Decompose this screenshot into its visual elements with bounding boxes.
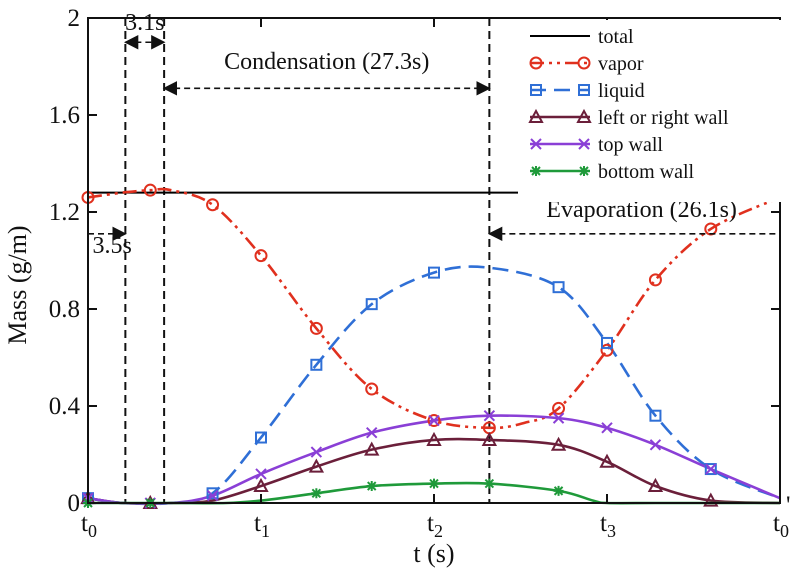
- marker-vapor: [427, 414, 441, 428]
- marker-liquid: [552, 281, 565, 294]
- marker-top-wall: [483, 409, 496, 422]
- y-axis-label: Mass (g/m): [3, 225, 32, 344]
- x-tick-main: t: [773, 510, 780, 537]
- series-line-liquid: [87, 265, 781, 506]
- annotation-label-dur-3-1s: 3.1s: [125, 10, 164, 36]
- legend-label-liquid: liquid: [598, 80, 645, 102]
- legend-marker-bottom-wall: [579, 166, 589, 176]
- marker-top-wall: [705, 463, 717, 475]
- x-tick-sub: 3: [607, 521, 616, 541]
- marker-top-wall: [649, 439, 662, 451]
- marker-bottom-wall: [311, 488, 322, 499]
- marker-vapor: [309, 321, 323, 335]
- marker-liquid: [428, 266, 440, 279]
- marker-left-or-right-wall: [703, 492, 719, 507]
- x-tick-main: t: [427, 510, 434, 537]
- marker-left-or-right-wall: [647, 477, 664, 493]
- marker-liquid: [649, 409, 662, 422]
- legend-label-total: total: [598, 26, 634, 48]
- phase-divider-lines: [124, 18, 491, 503]
- x-axis-ticks: t0 t1 t2 t3 t0': [81, 18, 791, 541]
- marker-left-or-right-wall: [253, 477, 269, 493]
- legend-label-left-or-right-wall: left or right wall: [598, 107, 729, 129]
- x-tick-sub: 0: [88, 521, 97, 541]
- marker-top-wall: [310, 446, 323, 458]
- x-tick-label: t0: [81, 510, 97, 541]
- series-line-top-wall: [87, 414, 781, 506]
- marker-top-wall: [255, 468, 267, 480]
- marker-bottom-wall: [484, 478, 495, 489]
- marker-left-or-right-wall: [426, 431, 442, 446]
- y-axis-ticks: 0 0.4 0.8 1.2 1.6 2: [49, 5, 780, 517]
- annotation-label-dur-3-5s: 3.5s: [93, 233, 132, 259]
- legend-marker-left-or-right-wall: [576, 108, 592, 123]
- marker-top-wall: [366, 426, 378, 439]
- y-tick-label: 0.4: [49, 393, 81, 420]
- x-tick-main: t: [254, 510, 261, 537]
- x-tick-sub: 0: [780, 521, 789, 541]
- legend-label-vapor: vapor: [598, 53, 644, 75]
- marker-bottom-wall: [553, 485, 564, 496]
- marker-top-wall: [601, 422, 613, 434]
- marker-left-or-right-wall: [599, 453, 615, 468]
- legend-marker-liquid: [578, 84, 590, 96]
- marker-vapor: [365, 382, 379, 396]
- marker-vapor: [143, 183, 157, 197]
- y-tick-label: 0: [68, 490, 81, 517]
- legend-marker-liquid: [530, 84, 542, 96]
- x-tick-prime: ': [786, 492, 791, 519]
- marker-vapor: [600, 343, 614, 357]
- legend-marker-top-wall: [578, 138, 590, 150]
- y-tick-label: 2: [68, 5, 81, 32]
- marker-liquid: [365, 298, 378, 311]
- marker-left-or-right-wall: [308, 458, 325, 473]
- marker-vapor: [552, 401, 566, 415]
- marker-vapor: [206, 198, 220, 212]
- marker-top-wall: [552, 412, 565, 424]
- x-tick-sub: 2: [434, 521, 443, 541]
- marker-liquid: [206, 487, 219, 500]
- marker-left-or-right-wall: [481, 431, 498, 446]
- marker-liquid: [704, 463, 717, 476]
- x-tick-label: t2: [427, 510, 443, 541]
- marker-top-wall: [428, 414, 440, 427]
- legend-marker-vapor: [529, 56, 543, 70]
- legend-marker-top-wall: [530, 138, 542, 150]
- legend-marker-vapor: [577, 56, 591, 70]
- marker-left-or-right-wall: [550, 436, 567, 451]
- x-tick-label: t1: [254, 510, 270, 541]
- marker-liquid: [310, 358, 323, 371]
- series-lines: [87, 187, 781, 506]
- legend: total vapor liquid left or right wall top wa…: [518, 20, 784, 202]
- x-axis-label: t (s): [413, 539, 454, 568]
- marker-liquid: [255, 431, 267, 444]
- legend-label-top-wall: top wall: [598, 134, 663, 156]
- y-tick-label: 1.2: [49, 199, 80, 226]
- legend-marker-left-or-right-wall: [528, 108, 544, 123]
- marker-bottom-wall: [429, 478, 439, 489]
- series-line-vapor: [87, 187, 781, 430]
- series-line-left-or-right-wall: [87, 437, 781, 505]
- x-tick-label: t3: [600, 510, 616, 541]
- annotation-label-condensation: Condensation (27.3s): [224, 49, 429, 75]
- x-tick-main: t: [600, 510, 607, 537]
- x-tick-label: t0: [773, 510, 789, 541]
- marker-vapor: [648, 273, 662, 287]
- marker-bottom-wall: [366, 481, 377, 492]
- x-tick-sub: 1: [261, 521, 270, 541]
- y-tick-label: 0.8: [49, 296, 80, 323]
- y-tick-label: 1.6: [49, 102, 80, 129]
- marker-liquid: [601, 336, 613, 349]
- marker-top-wall: [206, 490, 219, 502]
- legend-marker-bottom-wall: [531, 166, 541, 176]
- marker-left-or-right-wall: [364, 441, 380, 456]
- x-tick-main: t: [81, 510, 88, 537]
- legend-label-bottom-wall: bottom wall: [598, 161, 695, 183]
- marker-vapor: [254, 249, 268, 263]
